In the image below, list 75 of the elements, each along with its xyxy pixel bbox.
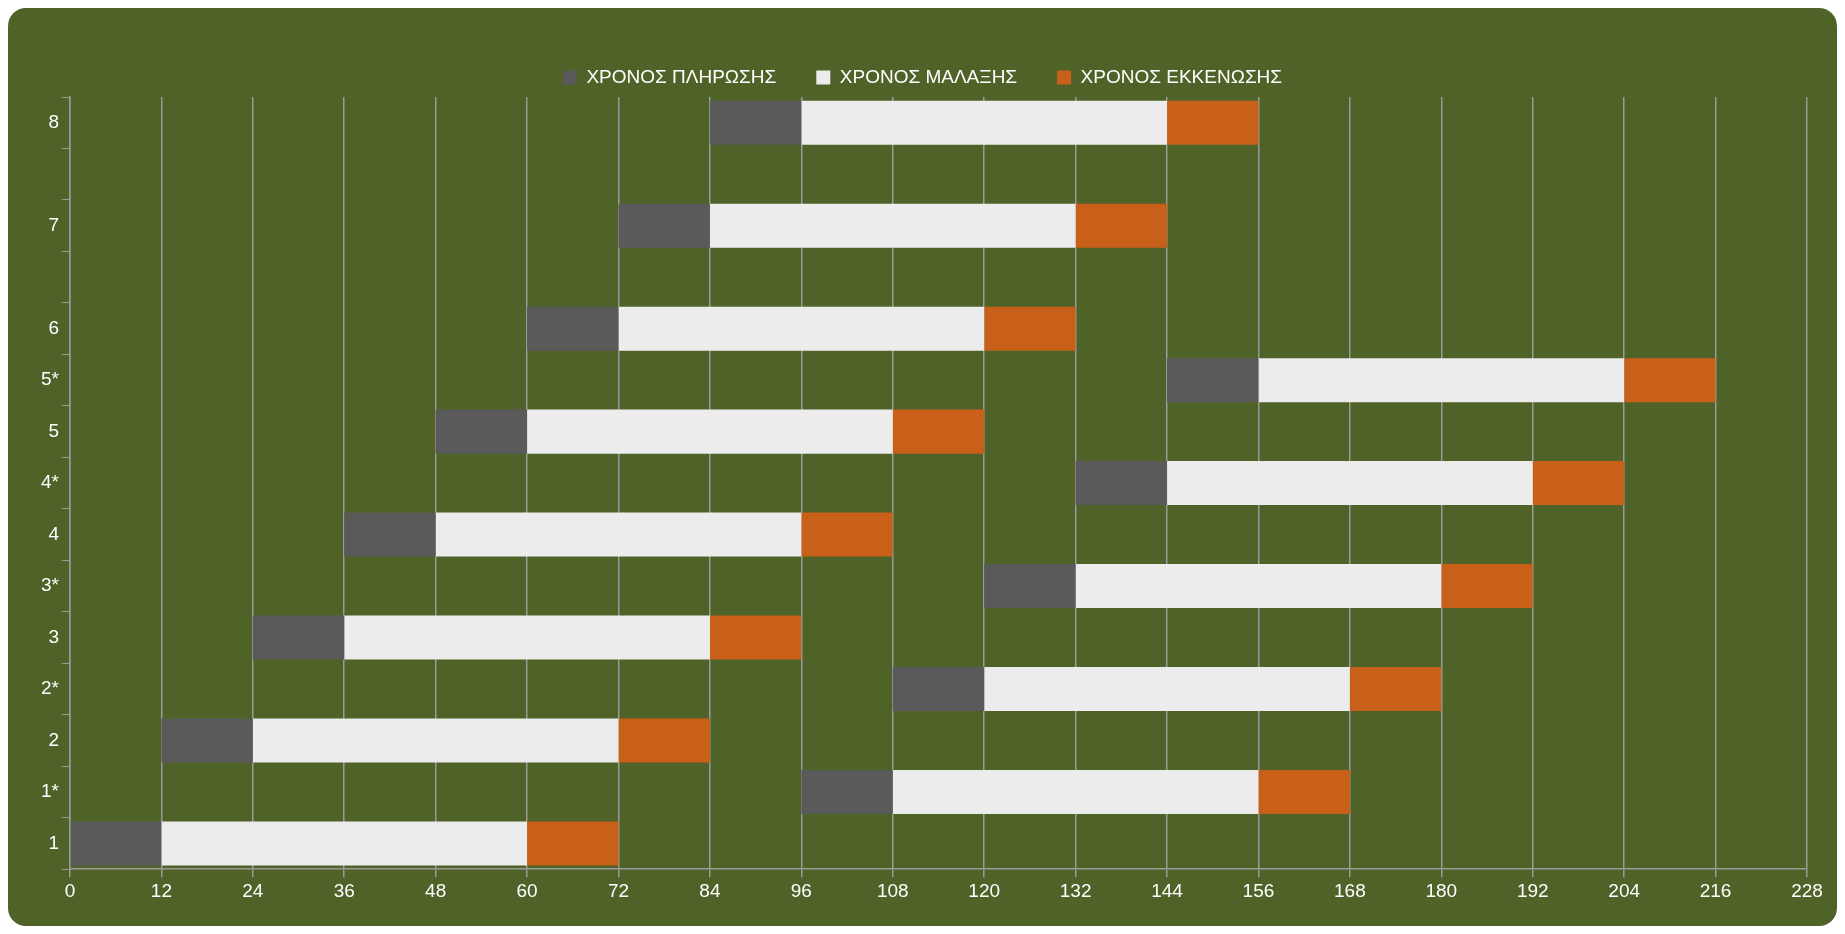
x-tick-label: 108 [876,879,909,901]
y-tick-label: 7 [48,213,59,235]
bar [1075,461,1168,506]
x-tick-label: 0 [64,879,76,901]
x-tick-label: 12 [150,879,172,901]
y-tick-label: 1 [48,831,59,853]
x-tick-label: 36 [333,879,355,901]
bar [161,821,528,866]
bar [1624,358,1716,403]
bar [527,409,893,454]
y-tick-label: 1* [40,780,60,802]
bar [1167,358,1259,403]
bar [252,718,619,763]
y-tick-label: 3 [48,625,59,647]
y-tick-label: 3* [40,574,60,596]
bar [618,306,985,351]
bar [984,667,1350,712]
bar [618,203,710,248]
x-tick-label: 72 [607,879,630,901]
bar [1349,667,1442,712]
bar [252,615,345,660]
bar [984,306,1076,351]
legend-label: ΧΡΟΝΟΣ ΕΚΚΕΝΩΣΗΣ [1080,65,1283,87]
x-tick-label: 120 [968,879,1001,901]
x-tick-label: 168 [1334,879,1366,901]
x-tick-label: 204 [1608,879,1641,901]
bar [344,512,436,557]
x-tick-label: 96 [790,879,812,901]
x-tick-label: 48 [425,879,447,901]
y-tick-label: 2* [40,677,60,699]
bar [709,615,802,660]
y-tick-label: 5* [40,368,60,390]
bar [709,203,1076,248]
bar [1258,358,1625,403]
bar [435,512,802,557]
x-tick-label: 192 [1516,879,1549,901]
x-tick-label: 216 [1699,879,1732,901]
bar [161,718,253,763]
y-tick-label: 4* [40,471,60,493]
y-tick-label: 8 [48,110,59,132]
bar [70,821,162,866]
x-tick-label: 144 [1151,879,1184,901]
bar [801,512,893,557]
bar [984,564,1076,609]
bar [1075,564,1442,609]
x-tick-label: 24 [242,879,264,901]
bar [892,769,1259,814]
legend-label: ΧΡΟΝΟΣ ΜΑΛΑΞΗΣ [839,65,1018,87]
x-tick-label: 156 [1242,879,1275,901]
x-tick-label: 60 [516,879,538,901]
bar [1532,461,1625,506]
bar [618,718,710,763]
bar [1075,203,1168,248]
bar [1258,769,1350,814]
y-tick-label: 2 [48,728,59,750]
bar [344,615,710,660]
bar [1441,564,1533,609]
x-tick-label: 228 [1791,879,1823,901]
x-tick-label: 84 [699,879,721,901]
bar [1167,461,1533,506]
y-tick-label: 6 [48,316,59,338]
x-tick-label: 132 [1059,879,1092,901]
bar [709,100,802,145]
bar [435,409,528,454]
x-tick-label: 180 [1425,879,1458,901]
y-tick-label: 5 [48,419,59,441]
bar [892,409,985,454]
legend-label: ΧΡΟΝΟΣ ΠΛΗΡΩΣΗΣ [586,65,777,87]
bar [801,100,1168,145]
bar [1167,100,1259,145]
bar [527,821,619,866]
bar [527,306,619,351]
bar [892,667,985,712]
bar [801,769,893,814]
y-tick-label: 4 [48,522,60,544]
